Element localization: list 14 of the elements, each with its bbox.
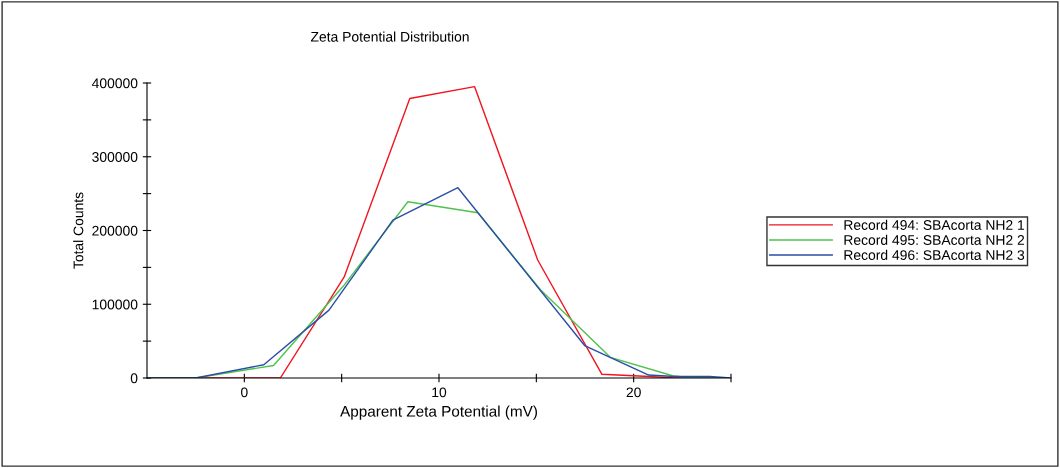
- y-tick-label: 200000: [92, 225, 138, 236]
- legend-label: Record 496: SBAcorta NH2 3: [844, 249, 1025, 260]
- legend-label: Record 494: SBAcorta NH2 1: [844, 219, 1025, 230]
- y-axis-title: Total Counts: [73, 192, 84, 269]
- x-tick-label: 20: [626, 387, 641, 398]
- y-tick-label: 0: [130, 373, 138, 384]
- y-tick-label: 400000: [91, 78, 138, 89]
- y-tick-label: 300000: [92, 152, 138, 162]
- x-axis-title: Apparent Zeta Potential (mV): [340, 405, 537, 420]
- y-tick-label: 100000: [92, 299, 138, 310]
- legend-label: Record 495: SBAcorta NH2 2: [844, 234, 1025, 245]
- chart-title: Zeta Potential Distribution: [310, 31, 469, 42]
- x-tick-label: 0: [241, 387, 248, 398]
- x-tick-label: 10: [432, 387, 447, 398]
